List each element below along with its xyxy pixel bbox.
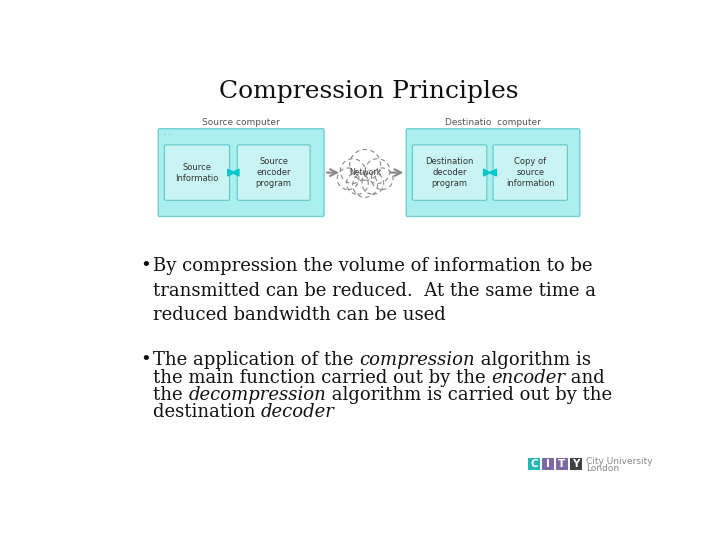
Text: the: the <box>153 386 188 404</box>
Circle shape <box>353 173 377 197</box>
Text: Destination
decoder
program: Destination decoder program <box>426 157 474 188</box>
Text: algorithm is carried out by the: algorithm is carried out by the <box>326 386 612 404</box>
Text: Copy of
source
information: Copy of source information <box>506 157 554 188</box>
Text: decompression: decompression <box>188 386 326 404</box>
FancyBboxPatch shape <box>158 129 324 217</box>
FancyBboxPatch shape <box>528 457 540 470</box>
FancyBboxPatch shape <box>570 457 582 470</box>
Text: Network: Network <box>349 168 381 177</box>
Text: By compression the volume of information to be
transmitted can be reduced.  At t: By compression the volume of information… <box>153 257 595 324</box>
Text: and: and <box>565 369 605 387</box>
Text: •: • <box>140 257 151 275</box>
Circle shape <box>372 168 393 190</box>
Circle shape <box>337 168 359 190</box>
Text: •: • <box>140 351 151 369</box>
Text: London: London <box>586 464 619 474</box>
Text: decoder: decoder <box>261 403 335 421</box>
Text: The application of the: The application of the <box>153 351 359 369</box>
Text: compression: compression <box>359 351 474 369</box>
FancyBboxPatch shape <box>406 129 580 217</box>
FancyBboxPatch shape <box>542 457 554 470</box>
Text: Y: Y <box>572 458 580 469</box>
FancyBboxPatch shape <box>493 145 567 200</box>
Circle shape <box>346 173 368 194</box>
Circle shape <box>365 159 390 184</box>
Text: Compression Principles: Compression Principles <box>220 80 518 103</box>
Text: Destinatio  computer: Destinatio computer <box>445 118 541 127</box>
Text: City University: City University <box>586 457 652 467</box>
Text: algorithm is: algorithm is <box>474 351 590 369</box>
Circle shape <box>341 159 365 184</box>
Text: encoder: encoder <box>491 369 565 387</box>
Text: the main function carried out by the: the main function carried out by the <box>153 369 491 387</box>
Text: C: C <box>530 458 538 469</box>
Text: Source
Informatio: Source Informatio <box>175 163 219 183</box>
Text: Source
encoder
program: Source encoder program <box>256 157 292 188</box>
FancyBboxPatch shape <box>556 457 568 470</box>
Text: I: I <box>546 458 550 469</box>
FancyBboxPatch shape <box>413 145 487 200</box>
Circle shape <box>362 173 384 194</box>
Text: · ·: · · <box>164 132 171 138</box>
Circle shape <box>350 150 381 180</box>
Text: Source computer: Source computer <box>202 118 280 127</box>
FancyBboxPatch shape <box>238 145 310 200</box>
FancyBboxPatch shape <box>164 145 230 200</box>
Text: destination: destination <box>153 403 261 421</box>
Text: T: T <box>558 458 566 469</box>
